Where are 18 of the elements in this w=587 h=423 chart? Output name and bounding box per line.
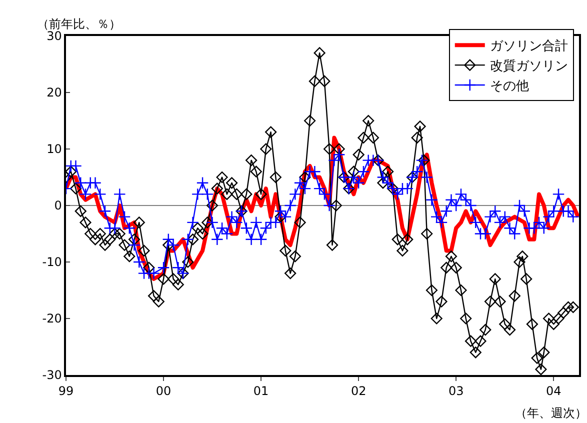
- y-tick-label: 20: [46, 86, 62, 100]
- legend-label: 改質ガソリン: [490, 59, 568, 74]
- y-tick-label: -30: [42, 368, 62, 382]
- y-tick-label: -20: [42, 312, 62, 326]
- x-tick-label: 00: [156, 384, 172, 398]
- x-tick-label: 01: [253, 384, 269, 398]
- legend-label: ガソリン合計: [490, 39, 568, 54]
- y-tick-label: 0: [54, 198, 62, 213]
- y-axis-title: （前年比、％）: [37, 17, 121, 31]
- legend-label: その他: [490, 79, 529, 94]
- y-tick-label: 30: [46, 29, 62, 44]
- y-tick-label: -10: [42, 255, 62, 270]
- x-tick-label: 99: [58, 384, 74, 398]
- x-axis-title: （年、週次）: [515, 406, 587, 420]
- y-tick-label: 10: [46, 142, 62, 156]
- x-tick-label: 02: [350, 384, 366, 398]
- x-tick-label: 04: [546, 384, 562, 398]
- x-tick-label: 03: [448, 384, 464, 398]
